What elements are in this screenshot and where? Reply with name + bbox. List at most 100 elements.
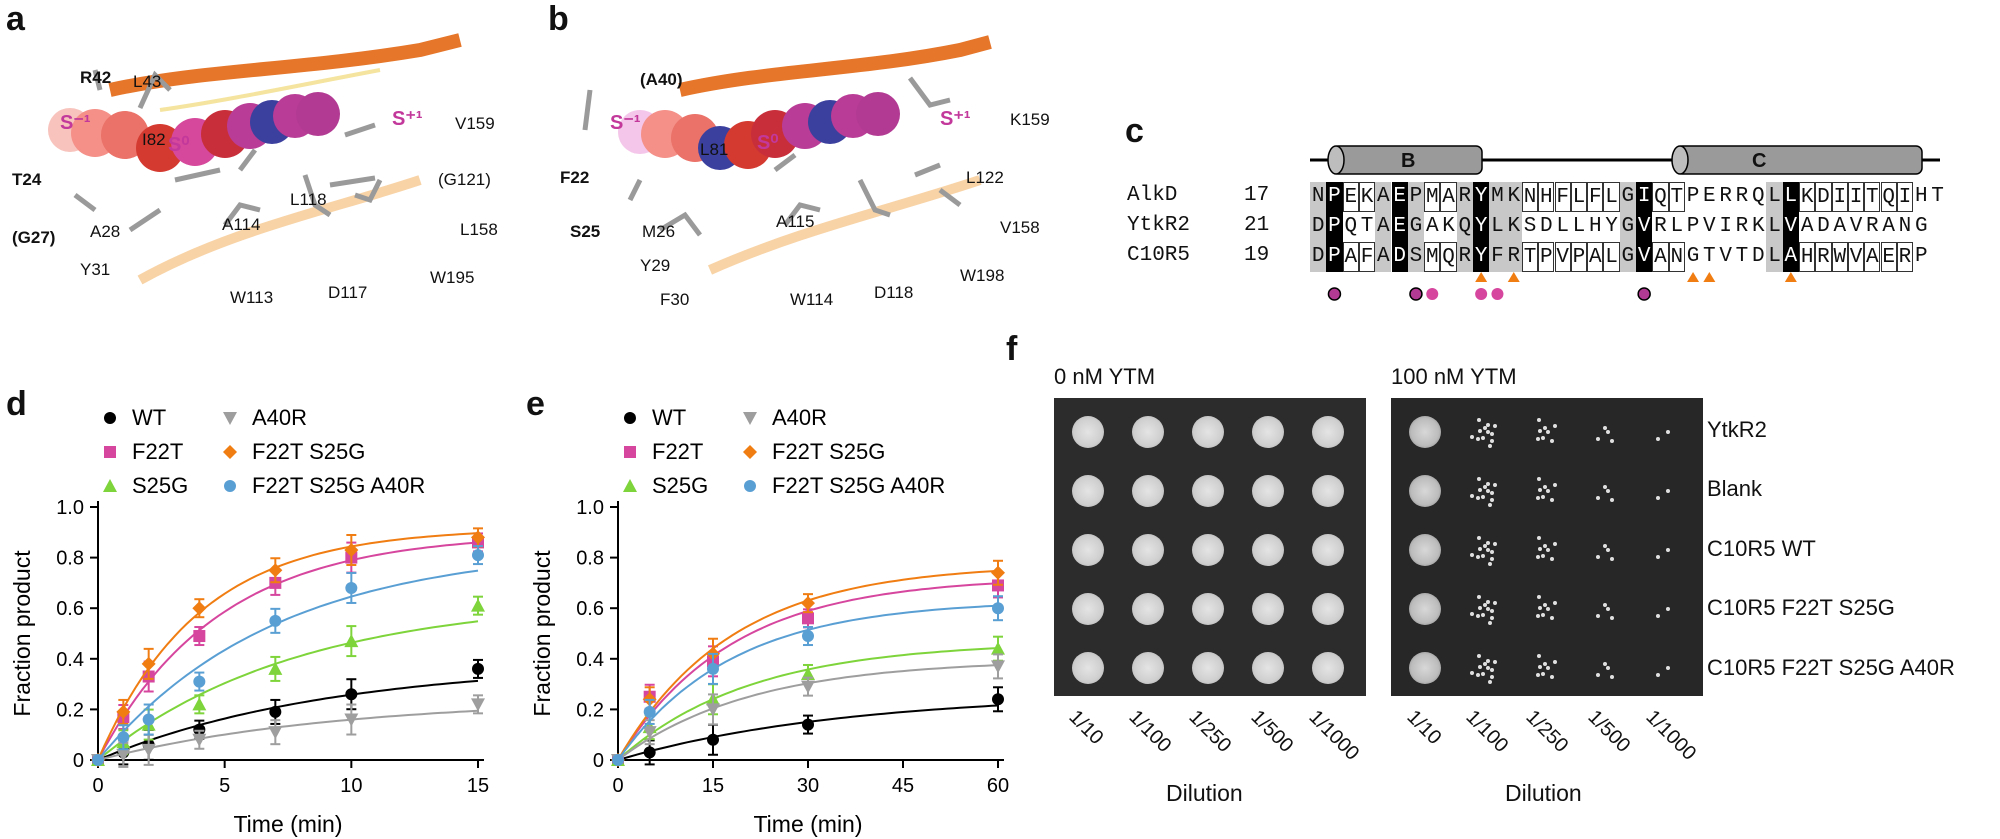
colony: [1476, 477, 1481, 482]
colony: [1493, 423, 1498, 428]
orange-triangle-marker: [1703, 272, 1716, 282]
label-a-3: S⁰: [168, 134, 190, 156]
colony: [1489, 609, 1494, 614]
fit-curve: [97, 532, 479, 761]
plate-spot: [1312, 593, 1344, 625]
orange-triangle-marker: [1687, 272, 1700, 282]
plate-spot: [1132, 652, 1164, 684]
plate-spot: [1132, 416, 1164, 448]
residue: Q: [1456, 212, 1473, 242]
helix-b-label: B: [1401, 150, 1416, 172]
residue: N: [1668, 242, 1685, 272]
legend-label: WT: [652, 405, 686, 430]
y-axis-label: Fraction product: [9, 550, 35, 717]
x-tick-label: 45: [892, 775, 914, 797]
colony: [1475, 495, 1480, 500]
dilution-axis-label-0: Dilution: [1166, 780, 1243, 806]
label-a-17: D117: [328, 283, 368, 302]
residue: V: [1719, 245, 1732, 268]
colony: [1478, 488, 1483, 493]
y-tick-label: 0.8: [56, 548, 84, 570]
residue: T: [1703, 245, 1716, 268]
legend-label: F22T: [652, 439, 703, 464]
residue: V: [1782, 212, 1799, 242]
colony: [1595, 436, 1600, 441]
colony: [1487, 562, 1492, 567]
colony: [1486, 548, 1490, 552]
x-axis-label: Time (min): [753, 811, 862, 837]
x-tick-label: 0: [92, 775, 103, 797]
colony: [1486, 599, 1491, 604]
label-b-3: S⁺¹: [940, 108, 971, 130]
plate-spot: [1409, 593, 1441, 625]
residue: L: [1572, 215, 1586, 238]
colony: [1535, 613, 1540, 618]
legend-item: WT: [624, 405, 686, 430]
condition-0-label: 0 nM YTM: [1054, 364, 1156, 389]
series-f22t-s25g-a40r: [612, 595, 1004, 766]
residue: A: [1375, 182, 1392, 212]
dilution-0-4: 1/1000: [1304, 706, 1364, 765]
seq-name-ytkr2: YtkR2: [1127, 214, 1191, 237]
residue: A: [1425, 215, 1439, 238]
residue: D: [1815, 182, 1832, 212]
residue: L: [1766, 182, 1783, 212]
data-point: [223, 412, 237, 425]
data-point: [707, 733, 719, 746]
colony: [1489, 674, 1494, 679]
dilution-1-2: 1/250: [1521, 706, 1573, 757]
residue: L: [1489, 212, 1506, 242]
colony: [1541, 612, 1546, 617]
colony: [1489, 491, 1494, 496]
plate-spot: [1072, 534, 1104, 566]
colony: [1543, 426, 1548, 430]
colony: [1549, 497, 1554, 502]
row-label-2: C10R5 WT: [1707, 536, 1816, 561]
plate-spot: [1529, 416, 1561, 448]
y-tick-label: 0.4: [576, 649, 604, 671]
plate-spot: [1469, 534, 1501, 567]
colony: [1603, 544, 1608, 548]
seq-start-alkd: 17: [1244, 184, 1270, 207]
residue: L: [1556, 215, 1569, 238]
colony: [1481, 671, 1486, 676]
residue: L: [1603, 242, 1620, 272]
colony: [1481, 494, 1486, 499]
residue: G: [1407, 212, 1425, 242]
colony: [1655, 436, 1660, 441]
plate-spot: [1252, 534, 1284, 566]
plate-spot: [1529, 652, 1561, 684]
colony: [1470, 435, 1475, 440]
colony: [1535, 554, 1540, 559]
label-a-15: W195: [430, 268, 475, 287]
colony: [1486, 540, 1491, 545]
residue: G: [1619, 182, 1636, 212]
row-label-1: Blank: [1707, 476, 1763, 501]
residue: Q: [1880, 182, 1897, 212]
data-point: [991, 660, 1005, 674]
colony: [1606, 548, 1610, 552]
colony: [1481, 553, 1486, 558]
residue: A: [1652, 242, 1669, 272]
purple-circle-marker: [1637, 287, 1651, 301]
colony: [1481, 612, 1486, 617]
colony: [1603, 426, 1608, 430]
legend-item: F22T S25G A40R: [224, 473, 425, 498]
data-point: [268, 726, 283, 740]
plate-spot: [1469, 593, 1501, 626]
label-a-16: W113: [230, 288, 274, 307]
residue: R: [1866, 215, 1879, 238]
label-a-7: (G121): [438, 170, 491, 189]
label-b-11: V158: [1000, 218, 1040, 237]
purple-circle-marker: [1409, 287, 1423, 301]
colony: [1655, 672, 1660, 677]
residue: M: [1424, 182, 1441, 212]
colony: [1609, 674, 1614, 679]
label-a-12: (G27): [12, 228, 56, 247]
data-point: [707, 662, 719, 675]
residue: D: [1310, 212, 1327, 242]
colony: [1603, 485, 1608, 489]
colony: [1538, 547, 1543, 552]
plate-spot: [1252, 416, 1284, 448]
residue: I: [1896, 182, 1914, 212]
